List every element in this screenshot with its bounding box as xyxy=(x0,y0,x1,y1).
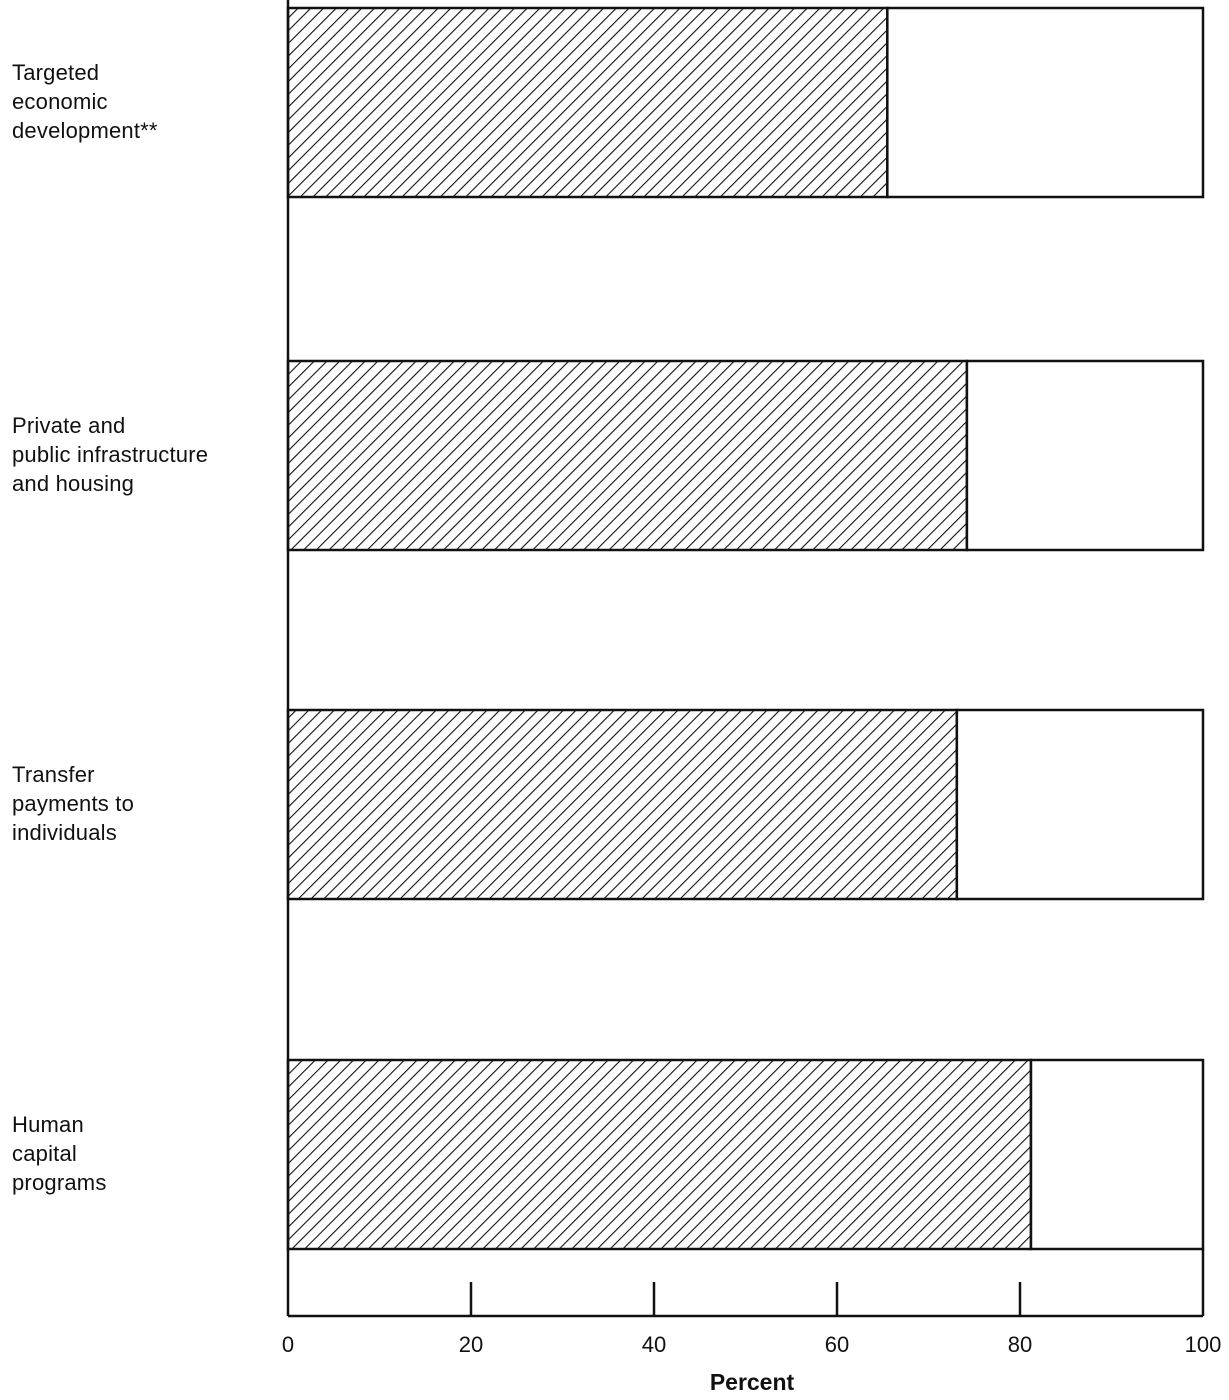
bar-hatched-0 xyxy=(286,6,889,199)
x-axis: 0 20 40 60 80 100 xyxy=(282,0,1221,1357)
x-tick-label-2: 40 xyxy=(642,1332,666,1357)
x-tick-label-5: 100 xyxy=(1185,1332,1222,1357)
category-label-0: Targeted economic development** xyxy=(12,60,158,143)
bar-hatched-1 xyxy=(286,359,969,552)
bar-hatched-2 xyxy=(286,708,959,901)
x-tick-label-0: 0 xyxy=(282,1332,294,1357)
category-label-2: Transfer payments to individuals xyxy=(12,762,135,845)
x-axis-label: Percent xyxy=(710,1369,795,1395)
category-label-1: Private and public infrastructure and ho… xyxy=(12,413,209,496)
category-label-3: Human capital programs xyxy=(12,1112,107,1195)
bar-hatched-3 xyxy=(286,1058,1033,1251)
bars-group xyxy=(286,6,1205,1251)
x-tick-label-4: 80 xyxy=(1008,1332,1032,1357)
bar-blank-2 xyxy=(955,708,1205,901)
x-tick-label-1: 20 xyxy=(459,1332,483,1357)
bar-blank-1 xyxy=(965,359,1205,552)
bar-blank-3 xyxy=(1029,1058,1205,1251)
bar-blank-0 xyxy=(886,6,1205,199)
x-tick-label-3: 60 xyxy=(825,1332,849,1357)
